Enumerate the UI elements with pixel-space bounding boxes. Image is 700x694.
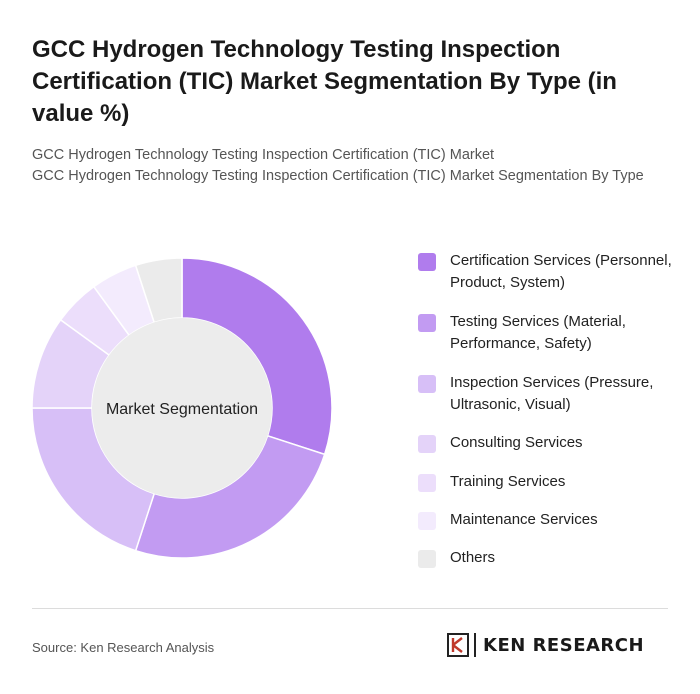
legend-swatch xyxy=(418,253,436,271)
legend-label: Others xyxy=(450,549,496,566)
ken-research-logo: KEN RESEARCH xyxy=(447,633,644,657)
footer-divider xyxy=(32,608,668,609)
ken-research-logo-icon xyxy=(447,633,469,657)
legend-item: Others xyxy=(418,547,688,569)
legend-item: Inspection Services (Pressure, Ultrasoni… xyxy=(418,372,688,416)
legend-item: Certification Services (Personnel, Produ… xyxy=(418,250,688,294)
donut-chart: Market Segmentation xyxy=(31,257,333,559)
legend-item: Testing Services (Material, Performance,… xyxy=(418,311,688,355)
legend-item: Consulting Services xyxy=(418,432,688,454)
logo-separator xyxy=(474,633,476,657)
chart-subtitle-market: GCC Hydrogen Technology Testing Inspecti… xyxy=(32,147,495,163)
legend-item: Maintenance Services xyxy=(418,509,688,531)
legend-swatch xyxy=(418,512,436,530)
donut-slice-2 xyxy=(134,434,326,559)
legend-label: Testing Services (Material, Performance,… xyxy=(450,313,626,352)
legend-label: Training Services xyxy=(450,473,566,490)
legend-swatch xyxy=(418,435,436,453)
legend-label: Consulting Services xyxy=(450,434,583,451)
legend-swatch xyxy=(418,375,436,393)
chart-title: GCC Hydrogen Technology Testing Inspecti… xyxy=(32,36,617,127)
donut-center-label: Market Segmentation xyxy=(106,401,258,418)
donut-center xyxy=(92,318,272,498)
legend-swatch xyxy=(418,314,436,332)
chart-legend: Certification Services (Personnel, Produ… xyxy=(418,250,688,569)
source-note: Source: Ken Research Analysis xyxy=(32,640,215,655)
legend-item: Training Services xyxy=(418,471,688,493)
logo-wordmark: KEN RESEARCH xyxy=(483,634,645,656)
chart-subtitle-segmentation: GCC Hydrogen Technology Testing Inspecti… xyxy=(32,168,644,184)
legend-label: Inspection Services (Pressure, Ultrasoni… xyxy=(450,374,654,413)
legend-label: Certification Services (Personnel, Produ… xyxy=(450,252,672,291)
legend-swatch xyxy=(418,474,436,492)
legend-swatch xyxy=(418,550,436,568)
legend-label: Maintenance Services xyxy=(450,511,598,528)
